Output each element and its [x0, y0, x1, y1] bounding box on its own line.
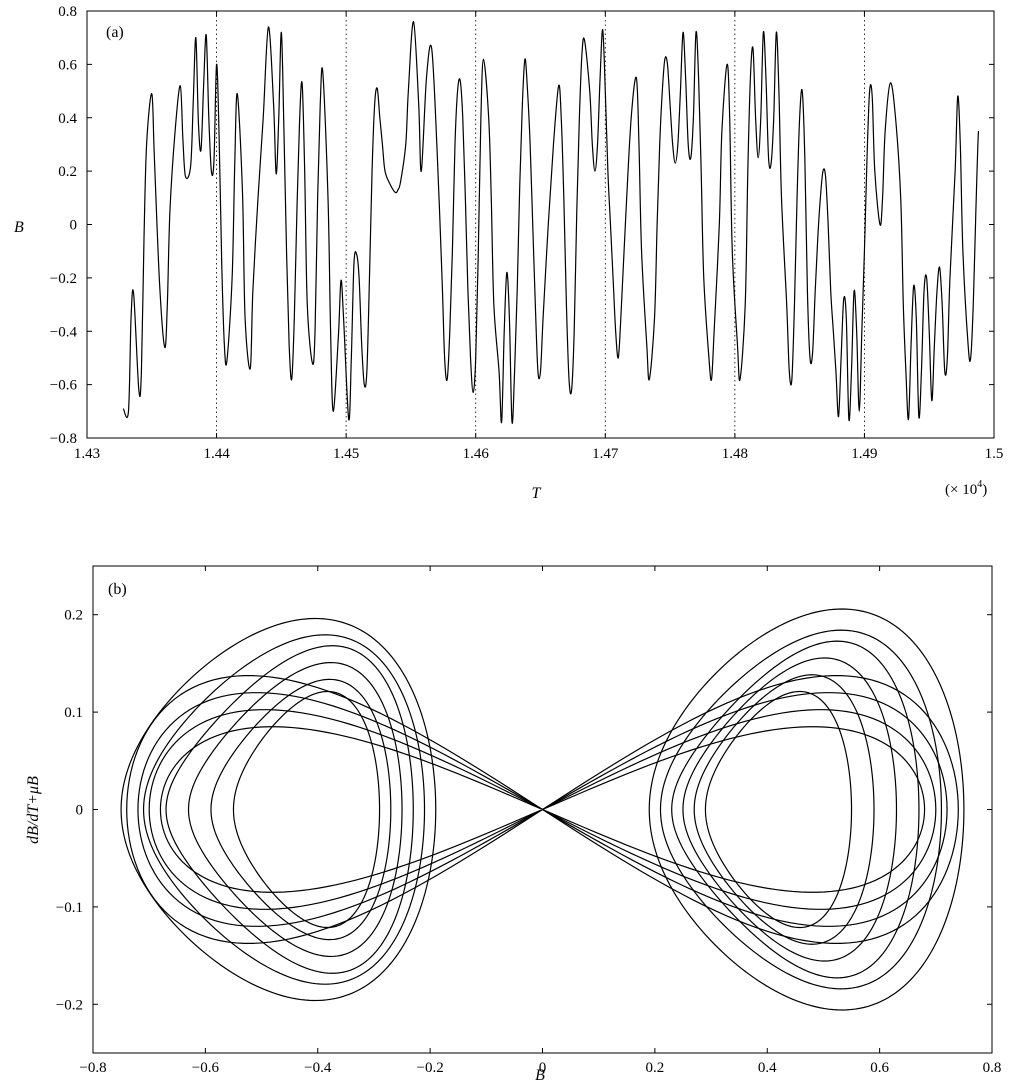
panel-b-trajectory-loop	[187, 661, 403, 958]
panel-a-x-tick-label: 1.43	[74, 446, 100, 462]
panel-b-x-tick-label: 0.6	[870, 1060, 889, 1076]
panel-b-trajectory-loop	[142, 634, 426, 985]
panel-b-trajectory-loop	[659, 629, 943, 990]
panel-b-trajectory-loop	[232, 690, 381, 929]
panel-a-x-tick-label: 1.45	[333, 446, 359, 462]
panel-a-y-tick-label: 0	[70, 218, 78, 234]
panel-b-x-tick-label: 0.4	[758, 1060, 777, 1076]
panel-b-phase-portrait: −0.8 −0.6 −0.4 −0.2 0 0.2 0.4 0.6 0.8 −0.2 −0.1 0 0.…	[25, 565, 1002, 1084]
panel-b-x-tick-label: −0.2	[417, 1060, 444, 1076]
panel-a-x-multiplier: (× 104)	[945, 479, 987, 498]
panel-a-y-tick-label: 0.4	[58, 111, 77, 127]
panel-a-y-tick-label: −0.4	[50, 324, 78, 340]
panel-a-y-tick-label: 0.6	[58, 57, 77, 73]
panel-b-trajectory-loop	[682, 657, 898, 962]
panel-a-x-tick-label: 1.47	[592, 446, 619, 462]
panel-b-trajectory-loop	[165, 645, 414, 974]
panel-a-x-tick-label: 1.44	[203, 446, 230, 462]
panel-b-ticks: −0.8 −0.6 −0.4 −0.2 0 0.2 0.4 0.6 0.8 −0.2 −0.1 0 0.…	[56, 566, 1002, 1076]
panel-b-x-tick-label: 0	[539, 1060, 547, 1076]
panel-b-y-tick-label: 0	[76, 803, 84, 819]
panel-a-y-tick-label: −0.6	[50, 378, 78, 394]
panel-a-time-series: 1.43 1.44 1.45 1.46 1.47 1.48 1.49 1.5 −0.8 −0.6 −…	[14, 4, 1003, 502]
panel-b-y-tick-label: 0.1	[64, 705, 83, 721]
panel-a-ticks: 1.43 1.44 1.45 1.46 1.47 1.48 1.49 1.5 −0.8 −0.6 −…	[50, 4, 1004, 462]
panel-b-y-tick-label: 0.2	[64, 608, 83, 624]
panel-b-trajectory-loop	[159, 726, 926, 893]
panel-a-y-tick-label: −0.2	[50, 271, 77, 287]
panel-b-x-tick-label: 0.2	[646, 1060, 665, 1076]
panel-b-trajectory-loop	[671, 640, 920, 979]
panel-a-x-tick-label: 1.49	[851, 446, 877, 462]
panel-b-trajectory	[120, 608, 965, 1011]
panel-b-x-tick-label: 0.8	[983, 1060, 1002, 1076]
panel-a-label: (a)	[106, 24, 124, 41]
panel-b-trajectory-loop	[704, 690, 853, 929]
panel-b-trajectory-loop	[693, 674, 875, 945]
panel-a-x-tick-label: 1.46	[463, 446, 490, 462]
panel-a-series-line	[122, 21, 980, 424]
panel-a-y-tick-label: 0.2	[58, 164, 77, 180]
panel-b-y-tick-label: −0.2	[56, 997, 83, 1013]
panel-b-x-tick-label: −0.4	[304, 1060, 332, 1076]
panel-a-y-axis-label: B	[14, 219, 24, 236]
panel-a-y-tick-label: −0.8	[50, 431, 77, 447]
panel-b-trajectory-loop	[120, 617, 437, 1002]
panel-b-trajectory-loop	[210, 678, 392, 941]
panel-a-x-tick-label: 1.5	[985, 446, 1004, 462]
panel-b-x-tick-label: −0.6	[192, 1060, 220, 1076]
panel-b-trajectory-loop	[648, 608, 965, 1011]
panel-b-x-axis-label: B	[535, 1067, 545, 1084]
panel-b-label: (b)	[108, 581, 127, 598]
panel-a-y-tick-label: 0.8	[58, 4, 77, 20]
panel-b-x-tick-label: −0.8	[79, 1060, 106, 1076]
panel-a-x-axis-label: T	[532, 485, 542, 502]
panel-b-y-tick-label: −0.1	[56, 900, 83, 916]
panel-b-y-axis-label: dB/dT+μB	[25, 776, 42, 844]
panel-a-x-tick-label: 1.48	[722, 446, 748, 462]
